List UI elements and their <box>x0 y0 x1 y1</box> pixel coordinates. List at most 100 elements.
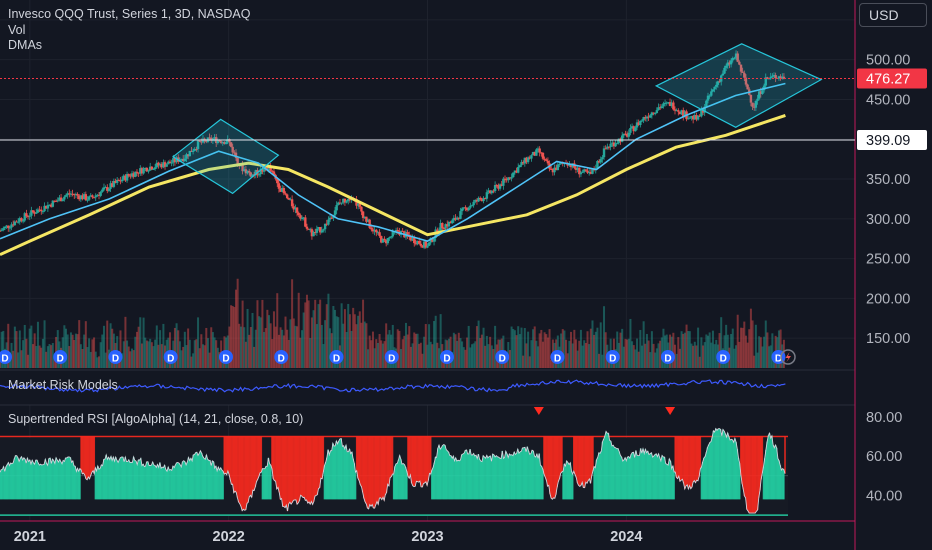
volume-bar <box>259 317 262 368</box>
price-axis[interactable]: 550.00500.00450.00400.00350.00300.00250.… <box>866 13 910 347</box>
rsi-axis[interactable]: 80.00 60.00 40.00 <box>866 410 902 505</box>
volume-bar <box>631 341 634 368</box>
candle <box>54 200 58 202</box>
volume-bar <box>83 334 86 368</box>
candle <box>33 212 36 214</box>
volume-bar <box>132 350 135 368</box>
volume-bar <box>18 330 21 368</box>
candle <box>36 209 40 213</box>
volume-bar <box>370 340 373 368</box>
candle <box>299 215 302 219</box>
candle <box>328 217 332 220</box>
indicator-dmas[interactable]: DMAs <box>8 38 43 52</box>
lightning-icon[interactable] <box>780 349 796 365</box>
candle <box>18 218 22 222</box>
candle <box>441 223 444 229</box>
indicator-vol[interactable]: Vol <box>8 23 26 37</box>
volume-bar <box>454 334 457 368</box>
volume-bar <box>272 311 275 368</box>
volume-bar <box>645 333 648 368</box>
candle <box>510 177 513 179</box>
volume-bar <box>256 300 259 368</box>
volume-bar <box>383 341 386 368</box>
candle <box>409 237 413 241</box>
volume-bar <box>477 320 480 368</box>
candle <box>637 122 640 126</box>
candle <box>0 230 2 232</box>
candle <box>21 220 25 222</box>
volume-bar <box>596 327 599 368</box>
volume-bar <box>17 352 20 368</box>
time-axis[interactable]: 2021 2022 2023 2024 <box>14 529 643 545</box>
candle <box>249 172 253 177</box>
symbol-title[interactable]: Invesco QQQ Trust, Series 1, 3D, NASDAQ <box>8 7 251 21</box>
candle <box>84 194 88 201</box>
candle <box>444 224 447 229</box>
earnings-marker-label: D <box>775 354 782 365</box>
candle <box>484 198 487 200</box>
candle <box>82 194 86 200</box>
candle <box>89 195 92 197</box>
volume-bar <box>25 338 28 368</box>
volume-bar <box>93 337 96 368</box>
candle <box>196 140 200 149</box>
candle <box>64 195 68 197</box>
volume-bar <box>266 309 269 368</box>
candle <box>690 116 693 118</box>
volume-bar <box>329 328 332 368</box>
volume-bar <box>494 325 497 368</box>
volume-bar <box>537 346 540 368</box>
volume-bar <box>144 337 147 368</box>
candle <box>639 120 642 126</box>
candle <box>388 237 391 239</box>
volume-bar <box>753 355 756 368</box>
volume-bar <box>705 334 708 368</box>
candle <box>421 245 424 248</box>
rsi-label[interactable]: Supertrended RSI [AlgoAlpha] (14, 21, cl… <box>8 412 304 426</box>
volume-bar <box>99 342 102 368</box>
price-tick-label: 500.00 <box>866 53 910 69</box>
volume-bar <box>155 325 158 368</box>
candle <box>144 167 147 169</box>
currency-button[interactable]: USD <box>859 3 927 27</box>
volume-bar <box>79 344 82 368</box>
candle <box>102 187 106 190</box>
volume-bar <box>241 300 244 368</box>
volume-bar <box>467 325 470 368</box>
candle <box>551 168 555 173</box>
candle <box>526 157 530 163</box>
candle <box>515 170 518 173</box>
volume-bar <box>457 332 460 368</box>
volume-bar <box>675 353 678 368</box>
earnings-marker-label: D <box>388 354 395 365</box>
candle <box>601 157 604 160</box>
volume-bar <box>296 326 299 368</box>
volume-bar <box>36 321 39 368</box>
volume-bar <box>589 328 592 368</box>
candle <box>703 106 706 113</box>
candle <box>91 195 94 198</box>
candle <box>753 106 756 108</box>
volume-bar <box>423 336 426 368</box>
volume-bar <box>738 341 741 368</box>
volume-bar <box>251 312 254 368</box>
candle <box>479 197 482 200</box>
volume-bar <box>426 344 429 368</box>
candle <box>597 161 601 163</box>
volume-bar <box>71 334 74 368</box>
volume-bar <box>680 331 683 368</box>
volume-bar <box>200 334 203 368</box>
candle <box>759 91 763 94</box>
candle <box>545 159 548 161</box>
earnings-marker <box>108 350 123 364</box>
volume-bar <box>203 345 206 368</box>
candle <box>368 219 371 228</box>
volume-bar <box>591 320 594 368</box>
volume-bar <box>150 342 153 368</box>
candle <box>97 194 101 196</box>
market-risk-label[interactable]: Market Risk Models <box>8 378 118 392</box>
channels[interactable] <box>171 43 823 195</box>
candle <box>234 152 238 159</box>
